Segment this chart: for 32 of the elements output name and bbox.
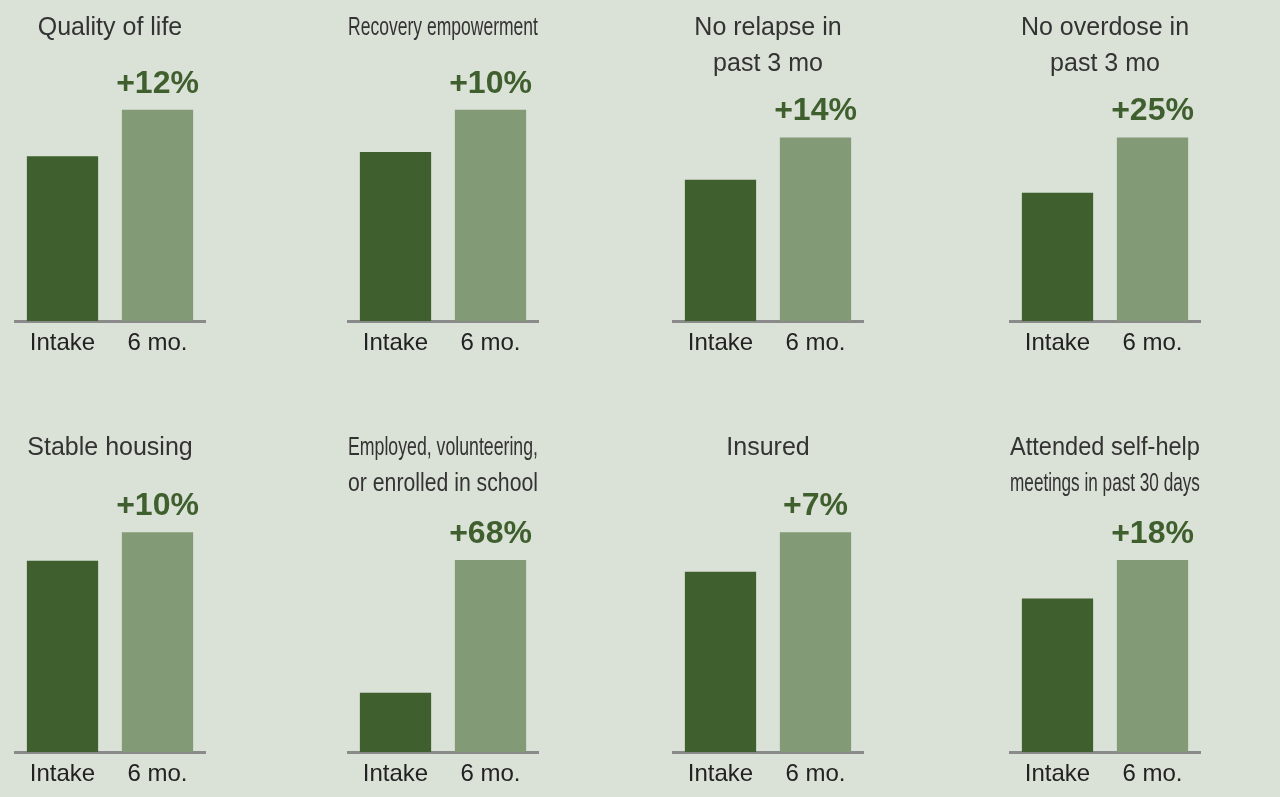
x-tick-label: Intake xyxy=(362,759,429,787)
x-tick-label: Intake xyxy=(29,328,96,356)
x-tick-label: 6 mo. xyxy=(460,328,521,356)
annotation: +10% xyxy=(116,486,199,523)
x-tick-label: Intake xyxy=(687,759,754,787)
chart-title: Attended self-help meetings in past 30 days xyxy=(1010,432,1200,498)
chart-title: No relapse in past 3 mo xyxy=(694,12,842,77)
annotation: +10% xyxy=(449,63,532,100)
x-tick-label: Intake xyxy=(1024,328,1091,356)
chart-title: Insured xyxy=(726,432,810,461)
x-tick-label: Intake xyxy=(1024,759,1091,787)
x-tick-label: Intake xyxy=(362,328,429,356)
x-tick-label: 6 mo. xyxy=(127,328,188,356)
annotation: +25% xyxy=(1111,91,1194,128)
x-tick-label: Intake xyxy=(29,759,96,787)
x-tick-label: 6 mo. xyxy=(785,759,846,787)
annotation: +7% xyxy=(783,486,848,523)
annotation: +68% xyxy=(449,513,532,550)
chart-title: Recovery empowerment xyxy=(348,11,538,41)
chart-title: Quality of life xyxy=(37,12,183,41)
x-tick-label: 6 mo. xyxy=(785,328,846,356)
x-tick-label: Intake xyxy=(687,328,754,356)
chart-title: No overdose in past 3 mo xyxy=(1020,12,1190,77)
x-tick-label: 6 mo. xyxy=(1122,759,1183,787)
chart-title: Employed, volunteering, or enrolled in school xyxy=(348,431,538,497)
x-tick-label: 6 mo. xyxy=(460,759,521,787)
x-tick-label: 6 mo. xyxy=(1122,328,1183,356)
annotation: +18% xyxy=(1111,513,1194,550)
x-tick-label: 6 mo. xyxy=(127,759,188,787)
chart-title: Stable housing xyxy=(27,432,193,461)
annotation: +12% xyxy=(116,63,199,100)
annotation: +14% xyxy=(774,91,857,128)
